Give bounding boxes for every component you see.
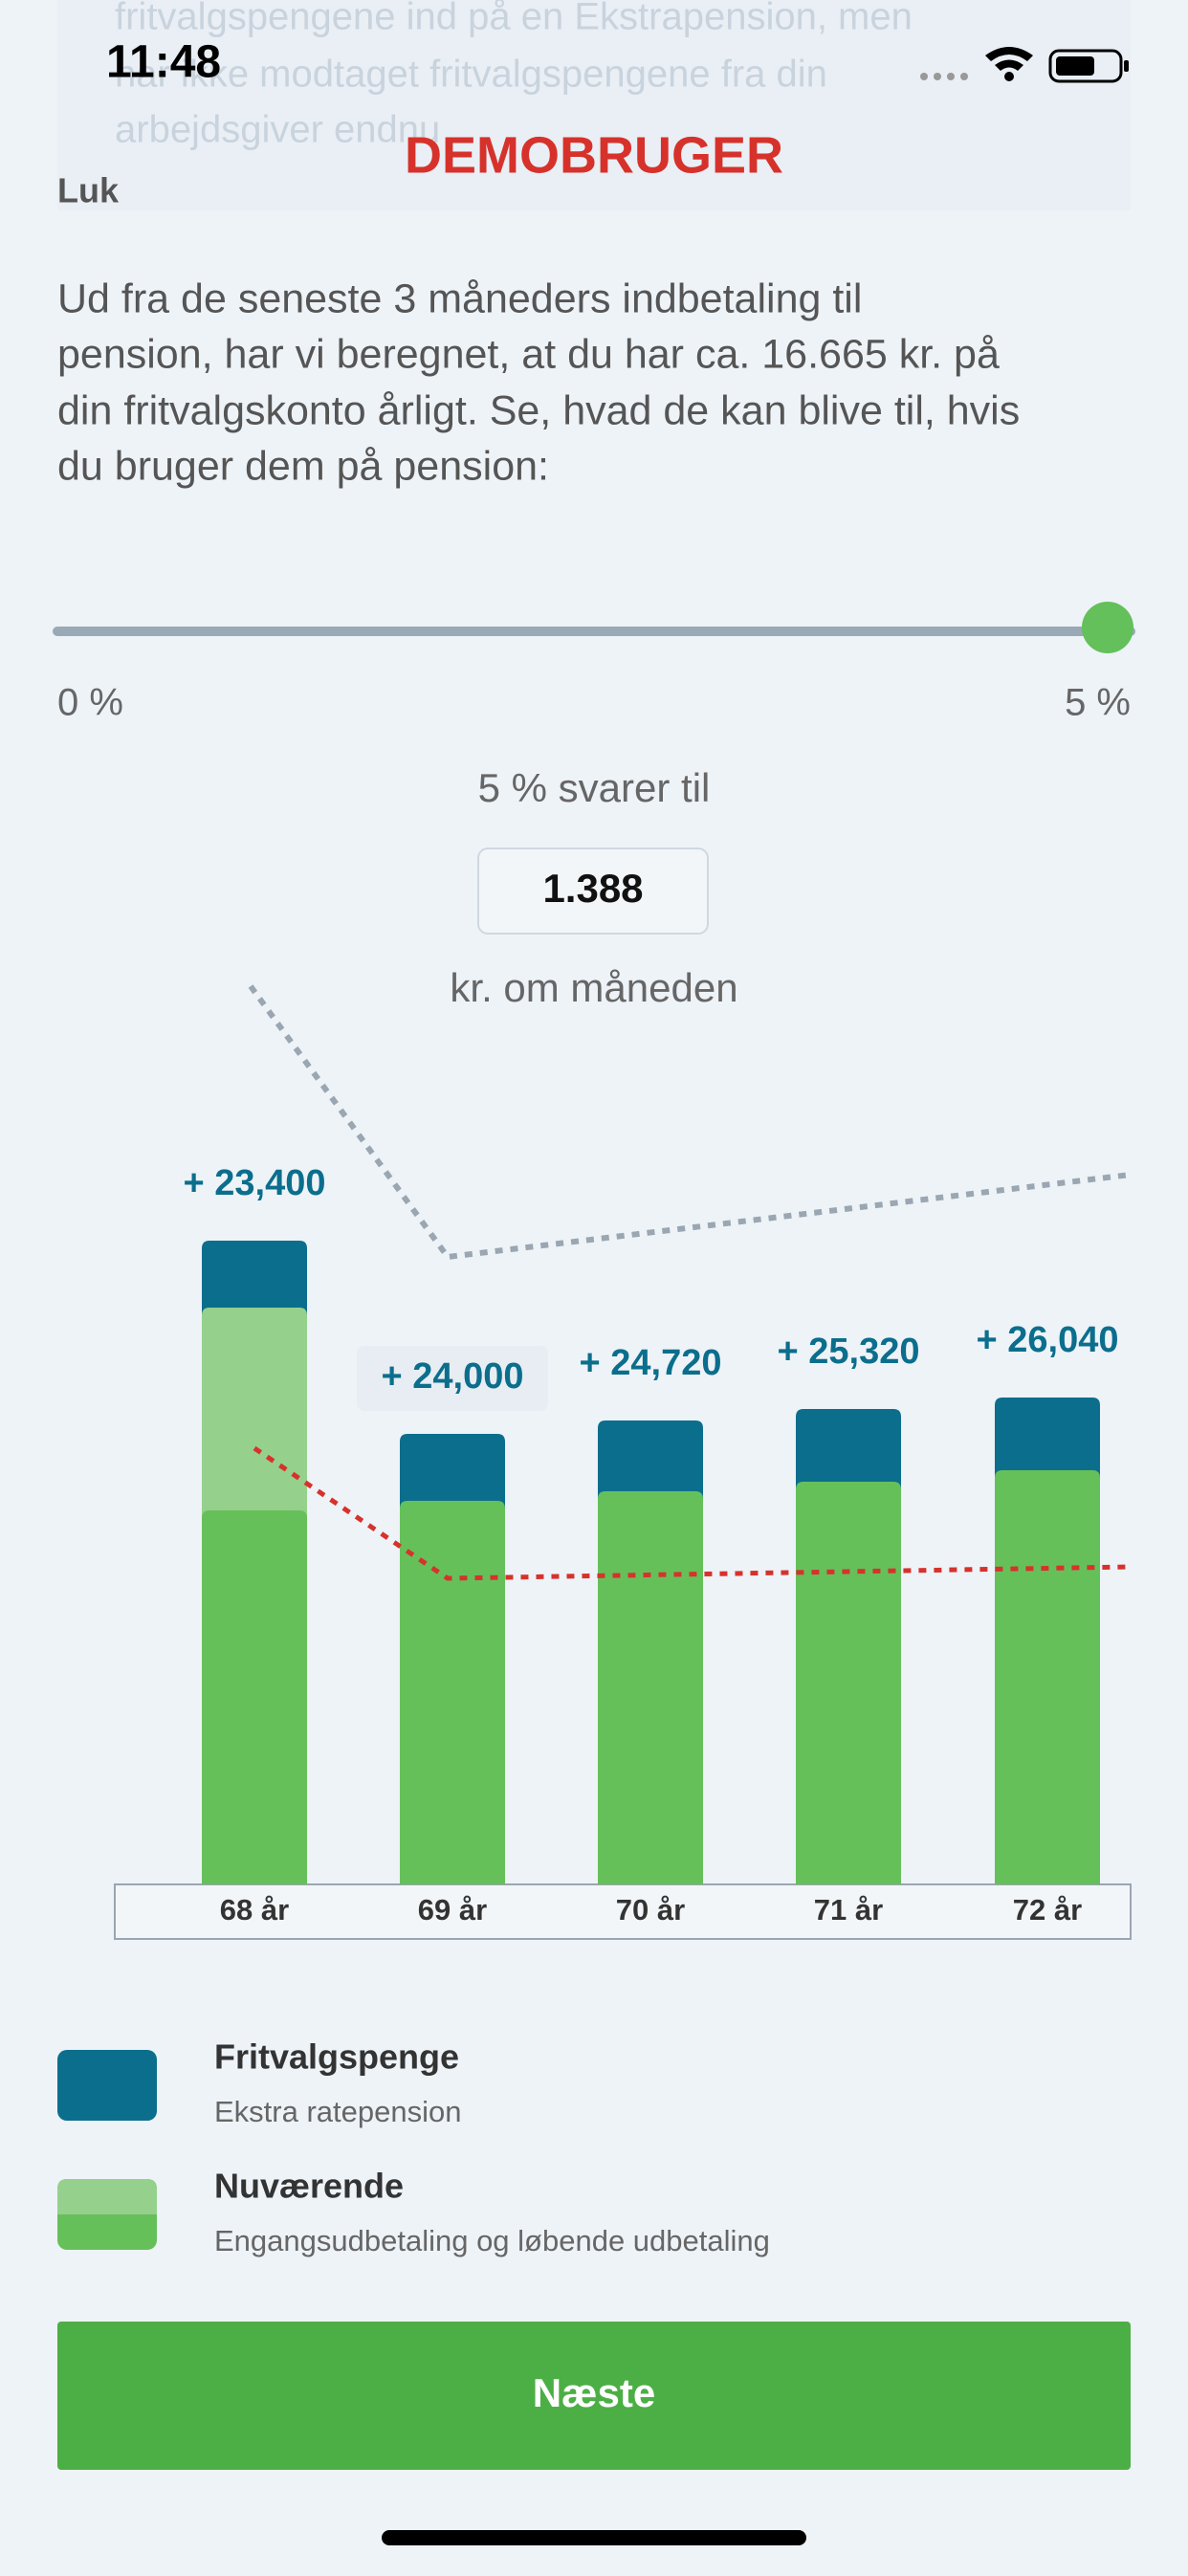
bar-nuvaerende xyxy=(796,1482,901,1884)
intro-line: din fritvalgskonto årligt. Se, hvad de k… xyxy=(57,387,1020,433)
chart: + 23,400 68 år + 24,000 69 år + 24,720 70 år +… xyxy=(114,984,1132,1940)
x-axis-box xyxy=(114,1883,1132,1940)
bar-label: + 24,000 xyxy=(382,1356,524,1397)
intro-line: pension, har vi beregnet, at du har ca. … xyxy=(57,331,1000,377)
background-text: fritvalgspengene ind på en Ekstrapension… xyxy=(115,0,913,151)
legend-title: Fritvalgspenge xyxy=(214,2037,459,2077)
bar-nuvaerende xyxy=(202,1510,307,1884)
x-tick-label: 70 år xyxy=(616,1893,685,1926)
legend-subtitle: Ekstra ratepension xyxy=(214,2095,461,2128)
demo-title: DEMOBRUGER xyxy=(405,126,783,184)
background-line: har ikke modtaget fritvalgspengene fra d… xyxy=(115,54,827,96)
background-line: fritvalgspengene ind på en Ekstrapension… xyxy=(115,0,913,38)
home-indicator xyxy=(382,2530,806,2545)
next-button-label: Næste xyxy=(533,2370,655,2415)
bar-nuvaerende xyxy=(598,1491,703,1884)
bar-label: + 26,040 xyxy=(977,1320,1119,1360)
slider-min: 0 % xyxy=(57,682,123,724)
close-button[interactable]: Luk xyxy=(57,171,120,210)
amount-caption: 5 % svarer til xyxy=(478,765,711,810)
x-tick-label: 69 år xyxy=(418,1893,487,1926)
amount-value: 1.388 xyxy=(542,866,643,911)
intro-line: du bruger dem på pension: xyxy=(57,443,549,489)
background-line: arbejdsgiver endnu xyxy=(115,109,440,151)
legend-swatch xyxy=(57,2050,157,2121)
next-button[interactable] xyxy=(57,2322,1131,2470)
legend-subtitle: Engangsudbetaling og løbende udbetaling xyxy=(214,2224,770,2257)
amount-unit: kr. om måneden xyxy=(450,965,737,1010)
x-tick-label: 71 år xyxy=(814,1893,883,1926)
bar-nuvaerende xyxy=(400,1501,505,1884)
bar-label: + 25,320 xyxy=(778,1332,920,1372)
status-icons xyxy=(920,47,1129,83)
x-tick-label: 72 år xyxy=(1013,1893,1082,1926)
bar-nuvaerende xyxy=(995,1470,1100,1884)
bar-label-background xyxy=(357,1346,548,1411)
amount-input[interactable] xyxy=(477,848,709,935)
x-tick-label: 68 år xyxy=(220,1893,289,1926)
status-time: 11:48 xyxy=(106,37,221,88)
legend-swatch-light xyxy=(57,2179,157,2214)
intro-text: Ud fra de seneste 3 måneders indbetaling… xyxy=(57,275,1020,489)
bar-label: + 23,400 xyxy=(184,1163,326,1203)
legend-title: Nuværende xyxy=(214,2167,404,2206)
reference-line xyxy=(248,984,1132,1261)
background-card xyxy=(57,0,1131,210)
slider-max: 5 % xyxy=(1065,682,1131,724)
slider-knob[interactable] xyxy=(1082,602,1133,653)
intro-line: Ud fra de seneste 3 måneders indbetaling… xyxy=(57,275,862,321)
bar-label: + 24,720 xyxy=(580,1343,722,1383)
current-line xyxy=(253,1445,1132,1581)
